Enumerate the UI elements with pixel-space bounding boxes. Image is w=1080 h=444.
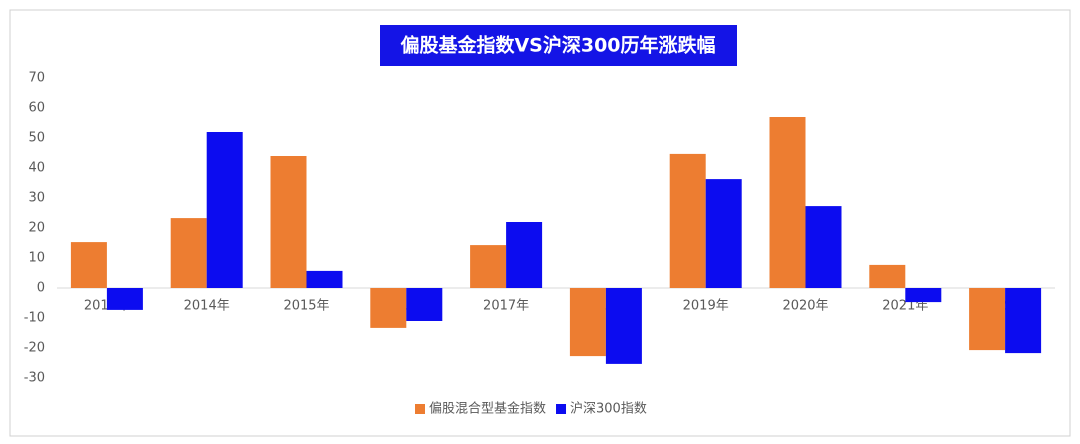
x-tick-label: 2015年 [283, 299, 329, 314]
x-tick-label: 2017年 [483, 299, 529, 314]
bar [1005, 288, 1042, 354]
x-tick-label: 2021年 [882, 299, 928, 314]
legend-swatch [415, 404, 425, 414]
bar [569, 288, 606, 357]
y-tick-label: 60 [28, 101, 45, 116]
y-tick-label: -10 [24, 311, 45, 326]
bar [506, 222, 543, 288]
legend-swatch [556, 404, 567, 414]
y-tick-label: -30 [24, 371, 45, 386]
bar [869, 264, 906, 288]
legend-label: 沪深300指数 [570, 401, 647, 417]
bar [170, 218, 207, 288]
bar [370, 288, 407, 328]
bar [669, 153, 706, 288]
bar [805, 206, 842, 288]
x-tick-label: 2020年 [782, 299, 828, 314]
bar [70, 242, 107, 288]
y-tick-label: 40 [28, 161, 45, 176]
x-tick-label: 2014年 [184, 299, 230, 314]
bar [605, 288, 642, 364]
y-tick-label: 20 [28, 221, 45, 236]
bar [106, 288, 143, 310]
bar [470, 245, 507, 288]
x-tick-label: 2019年 [683, 299, 729, 314]
bar [769, 117, 806, 288]
y-tick-label: 10 [28, 251, 45, 266]
bar [270, 156, 307, 288]
legend-label: 偏股混合型基金指数 [429, 401, 546, 417]
bar [905, 288, 942, 303]
y-tick-label: 30 [28, 191, 45, 206]
y-tick-label: 70 [28, 71, 45, 86]
title-box [380, 25, 737, 66]
chart-title: 偏股基金指数VS沪深300历年涨跌幅 [400, 34, 715, 57]
y-tick-label: 50 [28, 131, 45, 146]
bar [306, 270, 343, 288]
bar [969, 288, 1006, 351]
bar [406, 288, 443, 321]
y-tick-label: 0 [37, 281, 45, 296]
bar [206, 132, 243, 288]
y-tick-label: -20 [24, 341, 45, 356]
bar [705, 179, 742, 288]
